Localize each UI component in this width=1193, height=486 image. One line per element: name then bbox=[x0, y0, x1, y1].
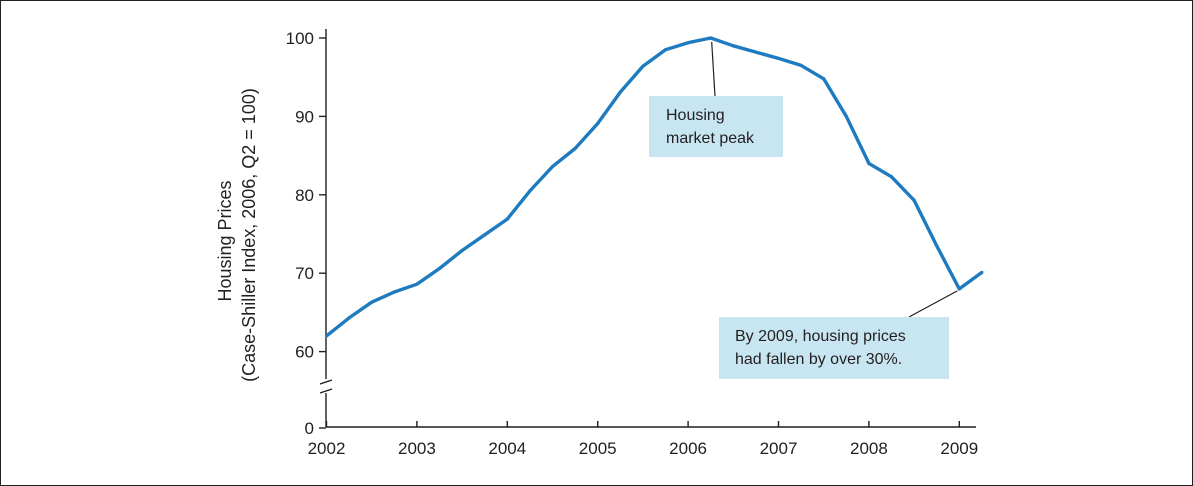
y-axis-title-line-1: Housing Prices bbox=[215, 180, 235, 301]
data-point bbox=[799, 63, 803, 68]
data-point bbox=[822, 77, 826, 81]
x-tick-label: 2004 bbox=[488, 439, 526, 458]
data-point bbox=[347, 316, 351, 320]
y-tick-label: 80 bbox=[295, 186, 314, 205]
y-axis-title: Housing Prices (Case-Shiller Index, 2006… bbox=[215, 88, 259, 382]
data-point bbox=[573, 146, 577, 151]
annotation-2: By 2009, housing prices had fallen by ove… bbox=[719, 290, 958, 379]
data-point bbox=[370, 300, 374, 304]
x-tick-label: 2009 bbox=[940, 439, 978, 458]
data-point bbox=[460, 248, 464, 253]
data-point bbox=[528, 189, 532, 193]
annotations: Housing market peak By 2009, housing price… bbox=[649, 41, 958, 379]
data-point bbox=[889, 175, 894, 179]
x-tick-label: 2008 bbox=[850, 439, 888, 458]
data-point bbox=[754, 50, 758, 54]
x-tick-label: 2007 bbox=[760, 439, 798, 458]
x-tick-label: 2005 bbox=[579, 439, 617, 458]
annotation-leader-line bbox=[908, 290, 958, 318]
data-point bbox=[324, 334, 329, 338]
data-point bbox=[731, 44, 735, 48]
data-point bbox=[709, 36, 713, 40]
data-point bbox=[641, 64, 645, 68]
annotation-box bbox=[649, 96, 783, 157]
annotation-1: Housing market peak bbox=[649, 41, 783, 157]
annotation-text-line: had fallen by over 30%. bbox=[735, 351, 902, 368]
data-point bbox=[935, 244, 939, 248]
axis-break-mark-upper bbox=[319, 379, 333, 385]
y-tick-label: 70 bbox=[295, 264, 314, 283]
data-point bbox=[550, 164, 555, 169]
x-tick-label: 2002 bbox=[308, 439, 346, 458]
data-point bbox=[415, 282, 419, 286]
y-axis-title-line-2: (Case-Shiller Index, 2006, Q2 = 100) bbox=[239, 88, 259, 382]
annotation-text-line: Housing bbox=[666, 107, 725, 124]
data-point bbox=[483, 233, 487, 237]
data-point bbox=[618, 90, 622, 94]
annotation-text-line: market peak bbox=[666, 130, 755, 147]
data-point bbox=[686, 41, 690, 45]
annotation-box bbox=[719, 317, 949, 379]
data-point bbox=[867, 161, 871, 166]
data-point bbox=[957, 287, 961, 291]
x-tick-label: 2003 bbox=[398, 439, 436, 458]
series-layer bbox=[324, 36, 984, 338]
data-point bbox=[505, 217, 509, 221]
data-point bbox=[392, 290, 396, 294]
data-point bbox=[663, 48, 668, 52]
y-tick-label: 0 bbox=[305, 419, 314, 438]
x-tick-label: 2006 bbox=[669, 439, 707, 458]
annotation-text-line: By 2009, housing prices bbox=[735, 328, 906, 345]
tick-labels: 0 60 70 80 90 100 2002 2003 2004 2005 2006 2007 2008… bbox=[286, 29, 979, 458]
y-tick-label: 90 bbox=[295, 107, 314, 126]
y-tick-label: 100 bbox=[286, 29, 314, 48]
data-point bbox=[844, 114, 848, 118]
data-point bbox=[596, 121, 600, 126]
data-point bbox=[776, 56, 781, 60]
series-line bbox=[325, 36, 983, 338]
data-point bbox=[912, 198, 916, 202]
axis-break-mark-lower bbox=[319, 388, 333, 394]
y-tick-label: 60 bbox=[295, 343, 314, 362]
data-point bbox=[980, 270, 984, 275]
annotation-leader-line bbox=[711, 41, 716, 97]
axes bbox=[319, 29, 976, 429]
data-point bbox=[437, 266, 442, 271]
